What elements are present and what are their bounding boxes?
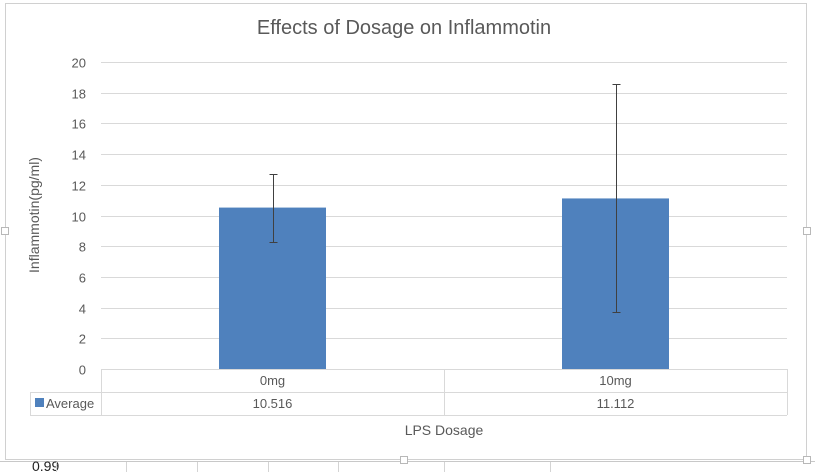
- y-tick-label: 18: [72, 87, 86, 102]
- x-category-label: 0mg: [260, 373, 285, 388]
- data-table: 0mg 10.516 10mg 11.112 Average: [30, 369, 788, 416]
- x-axis-label: LPS Dosage: [405, 422, 484, 438]
- legend-swatch: [35, 398, 44, 407]
- y-tick-label: 12: [72, 179, 86, 194]
- y-tick-label: 4: [79, 302, 86, 317]
- y-tick-label: 8: [79, 240, 86, 255]
- column-divider: [126, 462, 127, 472]
- column-divider: [56, 462, 57, 472]
- chart-title: Effects of Dosage on Inflammotin: [257, 17, 551, 39]
- column-divider: [338, 462, 339, 472]
- error-bars: [269, 84, 621, 313]
- column-divider: [444, 462, 445, 472]
- resize-handle-right[interactable]: [803, 227, 811, 235]
- x-category-label: 10mg: [599, 373, 632, 388]
- column-divider: [550, 462, 551, 472]
- resize-handle-left[interactable]: [1, 227, 9, 235]
- y-tick-label: 0: [79, 363, 86, 378]
- y-tick-label: 14: [72, 148, 86, 163]
- y-tick-label: 20: [72, 56, 86, 71]
- bar: [219, 207, 326, 369]
- y-axis-ticks: 0 2 4 6 8 10 12 14 16 18 20: [72, 56, 86, 378]
- column-divider: [268, 462, 269, 472]
- resize-handle-bottom-right[interactable]: [803, 456, 811, 464]
- data-table-value: 11.112: [597, 396, 635, 411]
- bar: [562, 198, 669, 369]
- bars: [219, 198, 669, 369]
- gridlines: [101, 62, 787, 339]
- chart-area[interactable]: [5, 3, 807, 460]
- partial-cell-value: 0.99: [32, 458, 60, 474]
- column-divider: [197, 462, 198, 472]
- y-axis-label: Inflammotin(pg/ml): [26, 157, 42, 273]
- resize-handle-bottom[interactable]: [400, 456, 408, 464]
- y-tick-label: 10: [72, 210, 86, 225]
- y-tick-label: 16: [72, 117, 86, 132]
- y-tick-label: 2: [79, 332, 86, 347]
- data-table-value: 10.516: [253, 396, 293, 411]
- legend-label: Average: [46, 396, 94, 411]
- y-tick-label: 6: [79, 271, 86, 286]
